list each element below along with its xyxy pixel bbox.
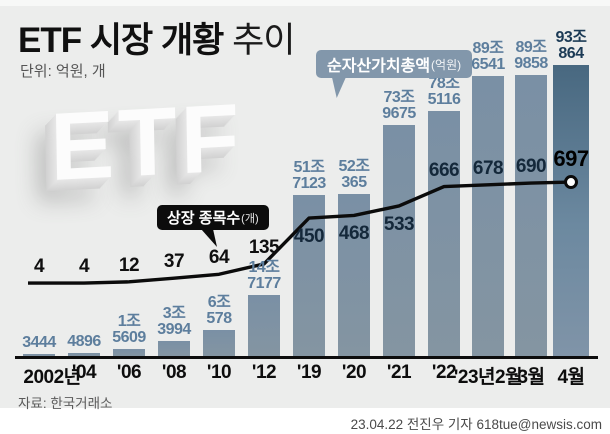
x-axis-year-part: '23년	[453, 367, 496, 388]
bar-3월	[515, 74, 547, 357]
count-value-label: 4	[33, 256, 45, 278]
bar-'23년2월	[472, 75, 504, 357]
count-value-label: 12	[118, 254, 140, 276]
bar-4월	[553, 65, 589, 357]
bar-value-label: 3444	[22, 333, 56, 351]
x-axis-month-part: 2월	[495, 367, 523, 388]
source-credit: 자료: 한국거래소	[18, 396, 113, 411]
count-value-label: 690	[515, 156, 547, 178]
nav-total-label: 순자산가치총액	[327, 58, 431, 75]
bar-value-label: 51조 7123	[292, 158, 326, 192]
bar-value-label: 89조 9858	[514, 38, 548, 72]
page-title-sub: 추이	[232, 21, 295, 60]
count-value-label: 135	[248, 236, 280, 258]
bar-'12	[248, 294, 280, 357]
count-value-label: 450	[293, 226, 325, 248]
bar-2002년	[23, 353, 55, 357]
bar-value-label: 4896	[67, 333, 101, 351]
reporter-credit: 23.04.22 전진우 기자 618tue@newsis.com	[350, 417, 602, 432]
etf-3d-logo: ETF	[49, 83, 245, 202]
top-strip	[0, 0, 610, 6]
bar-value-label: 1조 5609	[112, 312, 146, 346]
bar-value-label: 73조 9675	[382, 88, 416, 122]
count-value-label: 4	[78, 256, 90, 278]
x-axis-label-4월: 4월	[557, 367, 585, 388]
page-title-main: ETF 시장 개황	[18, 21, 224, 60]
count-value-label: 678	[472, 157, 504, 179]
x-axis-label-'12: '12	[251, 362, 277, 383]
unit-label: 단위: 억원, 개	[20, 63, 106, 80]
bar-value-label: 93조 864	[555, 29, 587, 62]
count-value-label: 37	[163, 251, 185, 273]
bar-value-label: 89조 6541	[471, 39, 505, 73]
count-value-label: 697	[553, 146, 589, 172]
nav-total-callout-tail	[331, 77, 346, 98]
listed-count-callout: 상장 종목수 (개)	[157, 205, 269, 230]
x-axis-label-'23년2월: '23년2월	[443, 362, 533, 389]
listed-count-callout-tail	[201, 229, 217, 247]
count-value-label: 468	[338, 223, 370, 245]
page-title: ETF 시장 개황 추이	[18, 12, 296, 63]
x-axis-label-'22: '22	[431, 362, 457, 383]
nav-total-callout: 순자산가치총액 (억원)	[316, 50, 473, 78]
bar-value-label: 78조 5116	[427, 74, 461, 108]
bar-value-label: 6조 578	[206, 294, 232, 328]
x-axis-label-'20: '20	[341, 362, 367, 383]
bar-value-label: 14조 7177	[247, 258, 281, 292]
bar-'06	[113, 348, 145, 357]
bar-'08	[158, 341, 190, 357]
x-axis-label-2002년: 2002년	[23, 367, 81, 388]
count-value-label: 64	[208, 247, 230, 269]
bar-value-label: 52조 365	[338, 157, 370, 191]
nav-total-unit: (억원)	[431, 57, 462, 72]
bar-'04	[68, 353, 100, 357]
count-value-label: 533	[383, 213, 415, 235]
x-axis-label-'21: '21	[386, 362, 412, 383]
x-axis-label-'08: '08	[161, 362, 187, 383]
x-axis-label-'10: '10	[206, 362, 232, 383]
listed-count-unit: (개)	[241, 212, 259, 225]
count-value-label: 666	[428, 159, 460, 181]
x-axis-line	[15, 356, 598, 359]
bottom-strip	[0, 408, 610, 434]
listed-count-label: 상장 종목수	[167, 210, 241, 227]
x-axis-label-'06: '06	[116, 362, 142, 383]
x-axis-label-'19: '19	[296, 362, 322, 383]
bar-'10	[203, 330, 235, 357]
x-axis-label-3월: 3월	[517, 367, 545, 388]
bar-value-label: 3조 3994	[157, 305, 191, 339]
x-axis-label-'04: '04	[71, 362, 97, 383]
